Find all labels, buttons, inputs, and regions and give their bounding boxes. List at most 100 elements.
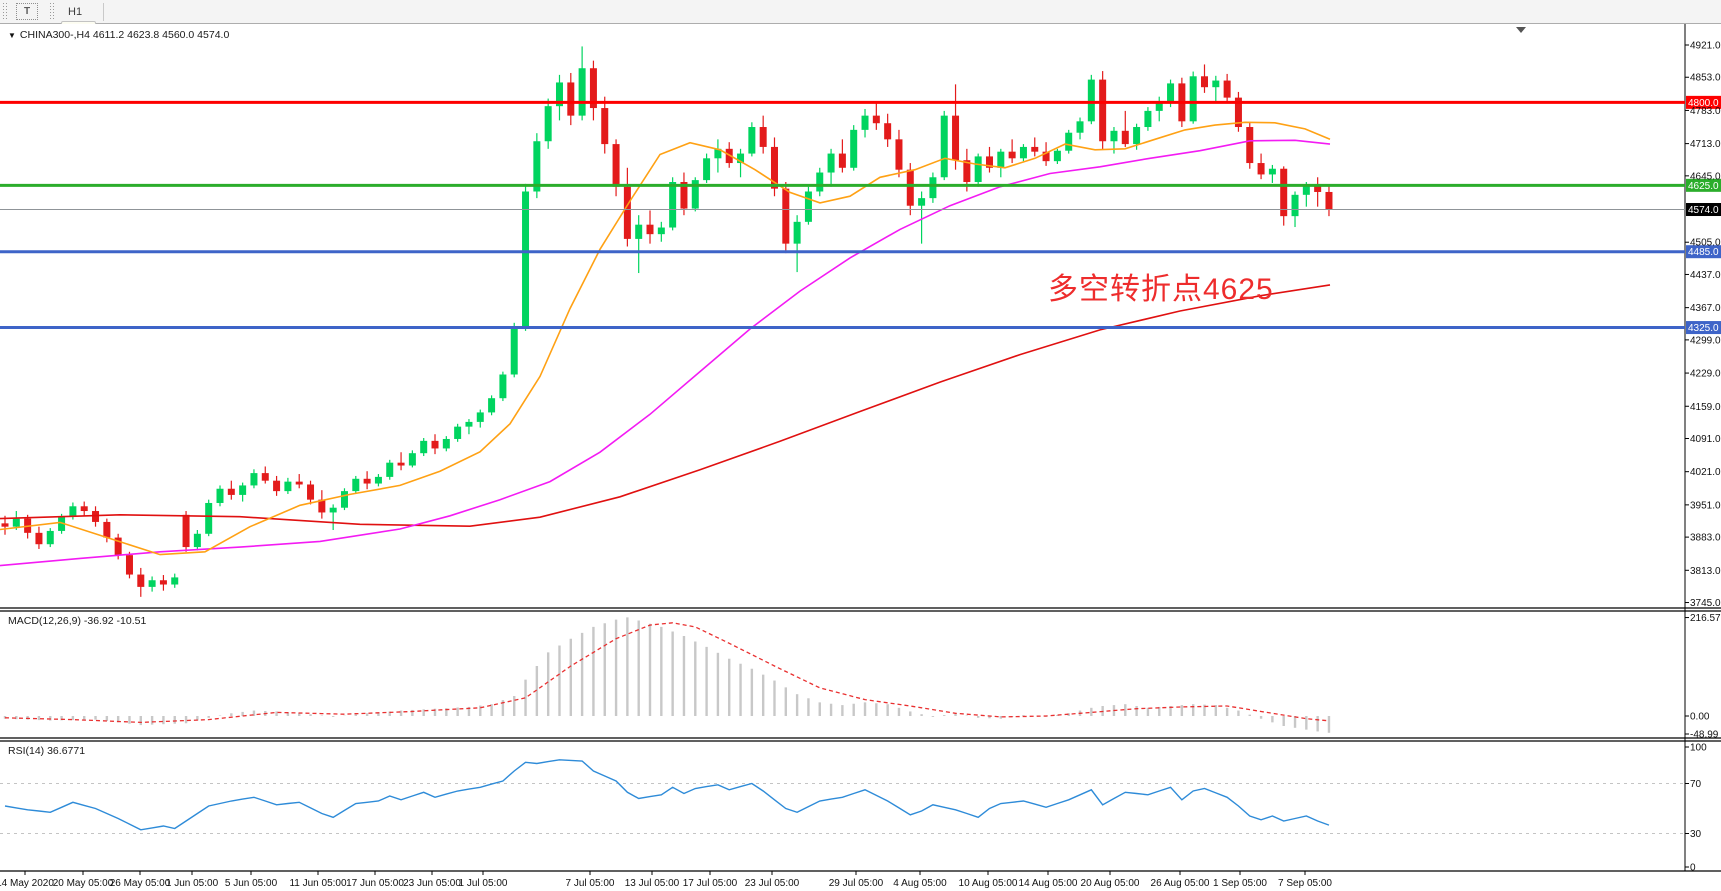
price-badge-label: 4325.0: [1688, 323, 1719, 334]
current-price-badge: [1686, 203, 1721, 217]
text-box-tool-icon[interactable]: T: [16, 2, 38, 20]
rsi-label: RSI(14) 36.6771: [8, 745, 86, 757]
x-axis-label: 5 Jun 05:00: [225, 878, 278, 889]
candle-bearish: [1280, 168, 1288, 217]
candle-bullish: [476, 412, 484, 422]
candle-bearish: [612, 144, 620, 187]
candle-bullish: [533, 141, 541, 192]
candle-bullish: [239, 485, 247, 495]
candle-bearish: [137, 574, 145, 587]
x-axis-label: 23 Jun 05:00: [403, 878, 461, 889]
candle-bearish: [125, 555, 133, 575]
price-tick-label: 4367.0: [1690, 303, 1721, 314]
candle-bearish: [895, 139, 903, 170]
candle-bullish: [940, 115, 948, 178]
candle-bullish: [284, 481, 292, 492]
candle-bearish: [782, 188, 790, 244]
price-badge-4485.0: [1686, 245, 1721, 259]
candle-bullish: [148, 580, 156, 587]
price-tick-label: 4229.0: [1690, 369, 1721, 380]
candle-bullish: [1110, 130, 1118, 142]
rsi-line: [4, 759, 1330, 831]
price-badge-4325.0: [1686, 321, 1721, 335]
candle-bullish: [1291, 194, 1299, 217]
timeframe-button-H1[interactable]: H1: [68, 5, 83, 18]
candle-bullish: [850, 129, 858, 168]
candle-bearish: [397, 462, 405, 466]
candle-bullish: [804, 191, 812, 222]
candle-bearish: [601, 108, 609, 145]
price-tick-label: 4437.0: [1690, 270, 1721, 281]
candle-bearish: [1200, 76, 1208, 88]
candle-bullish: [499, 374, 507, 399]
x-axis-label: 29 Jul 05:00: [829, 878, 884, 889]
candle-bearish: [884, 123, 892, 140]
candle-bullish: [827, 153, 835, 173]
candle-bearish: [589, 68, 597, 109]
candle-bearish: [363, 478, 371, 484]
x-axis-label: 4 Aug 05:00: [893, 878, 947, 889]
price-badge-label: 4625.0: [1688, 181, 1719, 192]
price-tick-label: 4505.0: [1690, 238, 1721, 249]
candle-bullish: [1212, 80, 1220, 88]
candle-bullish: [58, 516, 66, 531]
price-badge-label: 4485.0: [1688, 247, 1719, 258]
candle-bearish: [1031, 146, 1039, 152]
price-tick-label: 4853.0: [1690, 73, 1721, 84]
price-tick-label: 4713.0: [1690, 139, 1721, 150]
x-axis-label: 20 Aug 05:00: [1081, 878, 1140, 889]
chart-canvas[interactable]: 4800.0 4625.0 4485.0 4325.0 4574.0 4921.0 4853…: [0, 24, 1721, 891]
candle-bullish: [691, 180, 699, 209]
current-price-label: 4574.0: [1688, 205, 1719, 216]
toolbar-grip[interactable]: [2, 3, 9, 20]
candle-bullish: [578, 68, 586, 116]
candle-bearish: [1042, 151, 1050, 162]
candle-bullish: [816, 172, 824, 192]
candle-bullish: [352, 478, 360, 492]
chart-shift-marker-icon[interactable]: [1516, 27, 1526, 33]
rsi-tick-label: 0: [1690, 863, 1696, 874]
price-tick-label: 4021.0: [1690, 467, 1721, 478]
candle-bullish: [793, 221, 801, 244]
price-tick-label: 4159.0: [1690, 402, 1721, 413]
candle-bearish: [182, 514, 190, 548]
candle-bullish: [171, 577, 179, 585]
candle-bullish: [12, 518, 20, 527]
rsi-tick-label: 30: [1690, 829, 1702, 840]
x-axis-label: 26 May 05:00: [110, 878, 171, 889]
candle-bullish: [635, 224, 643, 239]
candle-bullish: [69, 506, 77, 517]
x-axis-label: 11 Jun 05:00: [289, 878, 347, 889]
candle-bullish: [250, 473, 258, 486]
toolbar-grip-2[interactable]: [49, 3, 56, 20]
x-axis-label: 26 Aug 05:00: [1151, 878, 1210, 889]
candle-bullish: [386, 462, 394, 477]
candle-bearish: [273, 480, 281, 492]
candle-bullish: [544, 106, 552, 142]
candle-bullish: [420, 440, 428, 454]
candle-bullish: [1076, 121, 1084, 133]
candle-bullish: [861, 115, 869, 130]
candle-bullish: [1133, 127, 1141, 145]
candle-bullish: [555, 82, 563, 107]
rsi-tick-label: 70: [1690, 779, 1702, 790]
price-tick-label: 3813.0: [1690, 566, 1721, 577]
chart-annotation-text[interactable]: 多空转折点4625: [1048, 273, 1274, 306]
candle-bearish: [80, 506, 88, 512]
candle-bullish: [1087, 79, 1095, 122]
candle-bearish: [295, 481, 303, 485]
toolbar-separator: [103, 2, 105, 21]
candle-bullish: [1144, 110, 1152, 128]
chart-menu-arrow-icon[interactable]: ▼: [8, 31, 16, 40]
candle-bullish: [1065, 132, 1073, 151]
candle-bearish: [1008, 151, 1016, 159]
candle-bearish: [1246, 127, 1254, 164]
x-axis-label: 14 Aug 05:00: [1019, 878, 1078, 889]
price-badge-4800.0: [1686, 95, 1721, 109]
candle-bullish: [974, 156, 982, 183]
candle-bullish: [1053, 150, 1061, 162]
price-tick-label: 3951.0: [1690, 500, 1721, 511]
candle-bearish: [838, 153, 846, 168]
candle-bullish: [997, 151, 1005, 168]
candle-bearish: [227, 488, 235, 495]
